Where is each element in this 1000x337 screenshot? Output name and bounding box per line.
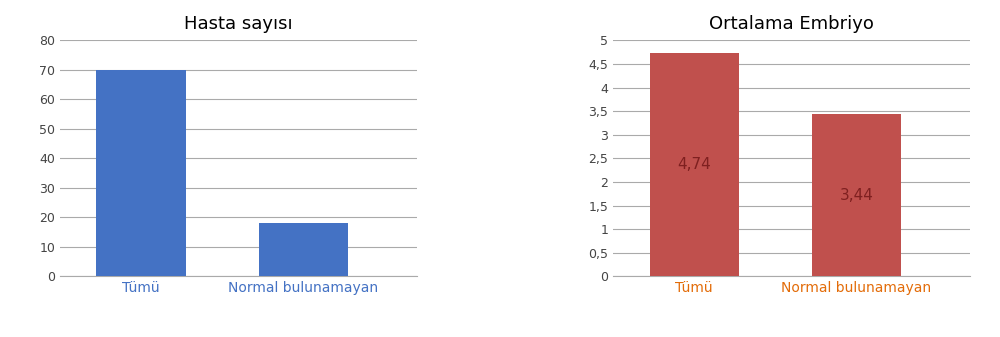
Title: Ortalama Embriyo: Ortalama Embriyo xyxy=(709,15,874,33)
Bar xyxy=(259,223,348,276)
Title: Hasta sayısı: Hasta sayısı xyxy=(184,15,293,33)
Bar xyxy=(812,114,901,276)
Text: 4,74: 4,74 xyxy=(677,157,711,172)
Text: 70: 70 xyxy=(131,165,151,181)
Text: 18: 18 xyxy=(294,242,313,257)
Bar xyxy=(96,70,186,276)
Bar xyxy=(650,53,739,276)
Text: 3,44: 3,44 xyxy=(840,188,873,203)
